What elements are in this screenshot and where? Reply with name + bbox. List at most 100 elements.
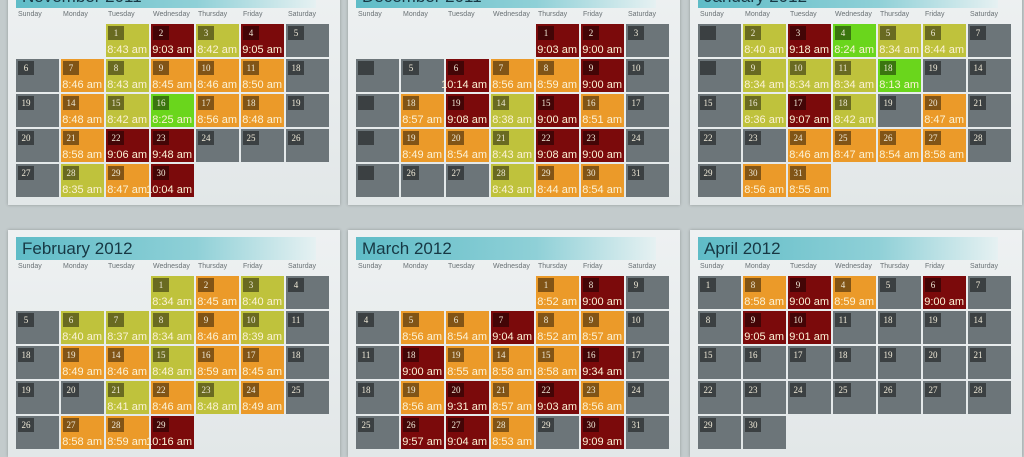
day-cell[interactable]: 22	[698, 381, 741, 414]
day-cell[interactable]: 15 8:58 am	[536, 346, 579, 379]
day-cell[interactable]: 5	[286, 24, 329, 57]
day-cell[interactable]: 5 8:56 am	[401, 311, 444, 344]
day-cell[interactable]: 9 9:05 am	[743, 311, 786, 344]
day-cell[interactable]: 11	[286, 311, 329, 344]
day-cell[interactable]: 18	[833, 346, 876, 379]
day-cell[interactable]: 1 8:43 am	[106, 24, 149, 57]
day-cell[interactable]: 30 9:09 am	[581, 416, 624, 449]
day-cell[interactable]: 22 9:03 am	[536, 381, 579, 414]
day-cell[interactable]: 27	[16, 164, 59, 197]
day-cell[interactable]: 18	[356, 381, 399, 414]
day-cell[interactable]: 21	[968, 94, 1011, 127]
day-cell[interactable]: 7	[968, 24, 1011, 57]
day-cell[interactable]: 4 9:05 am	[241, 24, 284, 57]
day-cell[interactable]: 26	[286, 129, 329, 162]
day-cell[interactable]: 8 9:00 am	[581, 276, 624, 309]
day-cell[interactable]: 29	[698, 416, 741, 449]
day-cell[interactable]: 28 8:43 am	[491, 164, 534, 197]
day-cell[interactable]: 19	[923, 311, 966, 344]
day-cell[interactable]: 24 8:46 am	[788, 129, 831, 162]
day-cell[interactable]: 24	[788, 381, 831, 414]
day-cell[interactable]: 30 10:04 am	[146, 164, 194, 197]
day-cell[interactable]: 7 9:04 am	[491, 311, 534, 344]
day-cell[interactable]: 19	[16, 94, 59, 127]
day-cell[interactable]: 20 8:54 am	[446, 129, 489, 162]
day-cell[interactable]: 19 8:49 am	[401, 129, 444, 162]
day-cell[interactable]: 16 8:59 am	[196, 346, 239, 379]
day-cell[interactable]: 9 8:46 am	[196, 311, 239, 344]
day-cell[interactable]: 10	[626, 59, 669, 92]
day-cell[interactable]: 10 9:01 am	[788, 311, 831, 344]
day-cell[interactable]: 8 8:34 am	[151, 311, 194, 344]
day-cell[interactable]	[698, 59, 741, 92]
day-cell[interactable]: 16 8:36 am	[743, 94, 786, 127]
day-cell[interactable]: 3	[626, 24, 669, 57]
day-cell[interactable]: 7	[968, 276, 1011, 309]
day-cell[interactable]: 28 8:53 am	[491, 416, 534, 449]
day-cell[interactable]: 10 8:34 am	[788, 59, 831, 92]
day-cell[interactable]: 24 8:49 am	[241, 381, 284, 414]
day-cell[interactable]: 23 9:00 am	[581, 129, 624, 162]
day-cell[interactable]: 20 8:47 am	[923, 94, 966, 127]
day-cell[interactable]: 31	[626, 416, 669, 449]
day-cell[interactable]: 8 8:52 am	[536, 311, 579, 344]
day-cell[interactable]: 2 8:40 am	[743, 24, 786, 57]
day-cell[interactable]: 29	[698, 164, 741, 197]
day-cell[interactable]: 6 8:44 am	[923, 24, 966, 57]
day-cell[interactable]: 3 8:42 am	[196, 24, 239, 57]
day-cell[interactable]: 25 8:47 am	[833, 129, 876, 162]
day-cell[interactable]: 10 8:46 am	[196, 59, 239, 92]
day-cell[interactable]: 23 9:48 am	[151, 129, 194, 162]
day-cell[interactable]: 21 8:58 am	[61, 129, 104, 162]
day-cell[interactable]: 4 8:24 am	[833, 24, 876, 57]
day-cell[interactable]: 17	[626, 94, 669, 127]
day-cell[interactable]: 29 10:16 am	[146, 416, 194, 449]
day-cell[interactable]: 27 9:04 am	[446, 416, 489, 449]
day-cell[interactable]: 17	[626, 346, 669, 379]
day-cell[interactable]: 25	[833, 381, 876, 414]
day-cell[interactable]: 30 8:54 am	[581, 164, 624, 197]
day-cell[interactable]: 16 8:25 am	[151, 94, 194, 127]
day-cell[interactable]: 26 8:54 am	[878, 129, 921, 162]
day-cell[interactable]: 2 8:45 am	[196, 276, 239, 309]
day-cell[interactable]: 19	[286, 94, 329, 127]
day-cell[interactable]: 24	[196, 129, 239, 162]
day-cell[interactable]: 4	[286, 276, 329, 309]
day-cell[interactable]: 18	[16, 346, 59, 379]
day-cell[interactable]: 22	[698, 129, 741, 162]
day-cell[interactable]: 11 8:50 am	[241, 59, 284, 92]
day-cell[interactable]: 6 8:54 am	[446, 311, 489, 344]
day-cell[interactable]: 11	[356, 346, 399, 379]
day-cell[interactable]: 9 8:57 am	[581, 311, 624, 344]
day-cell[interactable]: 2 9:03 am	[151, 24, 194, 57]
day-cell[interactable]: 20	[61, 381, 104, 414]
day-cell[interactable]: 21	[968, 346, 1011, 379]
day-cell[interactable]: 27	[446, 164, 489, 197]
day-cell[interactable]: 4	[356, 311, 399, 344]
day-cell[interactable]: 18 9:00 am	[401, 346, 444, 379]
day-cell[interactable]: 18	[286, 346, 329, 379]
day-cell[interactable]: 29 8:47 am	[106, 164, 149, 197]
day-cell[interactable]: 19 8:49 am	[61, 346, 104, 379]
day-cell[interactable]: 11	[833, 311, 876, 344]
day-cell[interactable]: 23 8:48 am	[196, 381, 239, 414]
day-cell[interactable]: 2 9:00 am	[581, 24, 624, 57]
day-cell[interactable]: 15 8:42 am	[106, 94, 149, 127]
day-cell[interactable]: 7 8:56 am	[491, 59, 534, 92]
day-cell[interactable]: 9 9:00 am	[788, 276, 831, 309]
day-cell[interactable]: 17	[788, 346, 831, 379]
day-cell[interactable]: 6 10:14 am	[441, 59, 489, 92]
day-cell[interactable]: 18 8:57 am	[401, 94, 444, 127]
day-cell[interactable]: 31	[626, 164, 669, 197]
day-cell[interactable]: 6	[16, 59, 59, 92]
day-cell[interactable]: 3 8:40 am	[241, 276, 284, 309]
day-cell[interactable]: 16 8:51 am	[581, 94, 624, 127]
day-cell[interactable]: 28 8:35 am	[61, 164, 104, 197]
day-cell[interactable]: 22 8:46 am	[151, 381, 194, 414]
day-cell[interactable]: 11 8:34 am	[833, 59, 876, 92]
day-cell[interactable]: 14	[968, 59, 1011, 92]
day-cell[interactable]: 18 8:42 am	[833, 94, 876, 127]
day-cell[interactable]: 26 9:57 am	[401, 416, 444, 449]
day-cell[interactable]: 1 9:03 am	[536, 24, 579, 57]
day-cell[interactable]: 9 9:00 am	[581, 59, 624, 92]
